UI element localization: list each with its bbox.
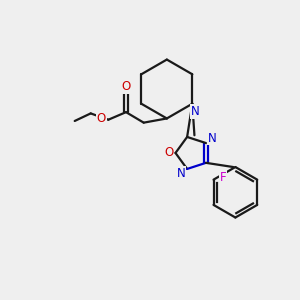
Text: F: F: [220, 171, 226, 184]
Text: N: N: [176, 167, 185, 180]
Text: N: N: [191, 105, 200, 118]
Text: N: N: [208, 131, 216, 145]
Text: O: O: [164, 146, 173, 159]
Text: O: O: [97, 112, 106, 125]
Text: O: O: [122, 80, 130, 93]
